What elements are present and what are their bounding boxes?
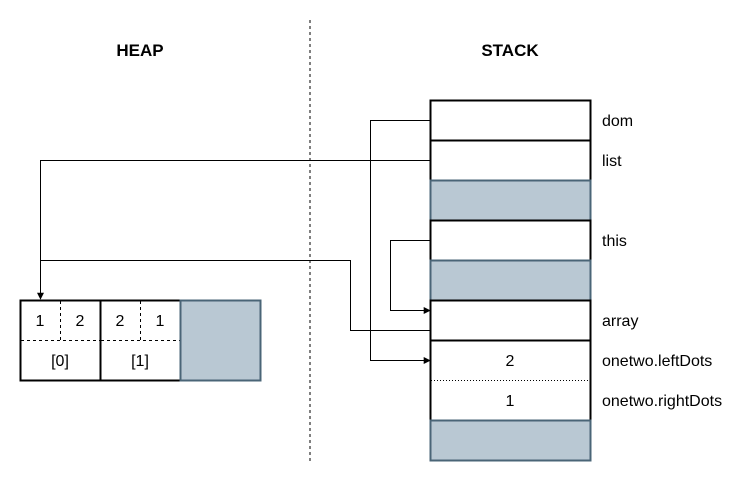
pointers bbox=[37, 120, 431, 364]
stack-slot-array bbox=[429, 299, 592, 342]
heap-element-1-left-value: 2 bbox=[116, 313, 125, 330]
stack-label-right-dots: onetwo.rightDots bbox=[602, 393, 722, 410]
stack-label-left-dots: onetwo.leftDots bbox=[602, 353, 712, 370]
stack-label-list: list bbox=[602, 153, 622, 170]
stack-slot-empty-2 bbox=[429, 259, 592, 302]
list-pointer-arrow bbox=[37, 160, 431, 300]
stack-label-this: this bbox=[602, 233, 627, 250]
stack-label-array: array bbox=[602, 313, 638, 330]
stack-header: STACK bbox=[481, 41, 539, 60]
heap-element-empty bbox=[179, 299, 262, 382]
heap-element-0-left-value: 1 bbox=[36, 313, 45, 330]
stack-slot-this bbox=[429, 219, 592, 262]
stack: 2 1 dom list this array onetwo.leftDots … bbox=[429, 99, 722, 462]
heap-header: HEAP bbox=[116, 41, 163, 60]
heap-element-1-index: [1] bbox=[131, 353, 149, 370]
heap-element-1-right-value: 1 bbox=[156, 313, 165, 330]
right-dots-value: 1 bbox=[506, 393, 515, 410]
array-pointer-line bbox=[40, 260, 431, 331]
stack-label-dom: dom bbox=[602, 113, 633, 130]
stack-slot-empty-3 bbox=[429, 419, 592, 462]
this-pointer-arrow bbox=[390, 240, 431, 314]
heap-element-0-index: [0] bbox=[51, 353, 69, 370]
left-dots-value: 2 bbox=[506, 353, 515, 370]
stack-slot-list bbox=[429, 139, 592, 182]
stack-slot-dom bbox=[429, 99, 592, 142]
dom-pointer-arrow bbox=[370, 120, 431, 364]
heap: 1 2 [0] 2 1 [1] bbox=[19, 299, 262, 382]
heap-element-0-right-value: 2 bbox=[76, 313, 85, 330]
stack-slot-empty-1 bbox=[429, 179, 592, 222]
